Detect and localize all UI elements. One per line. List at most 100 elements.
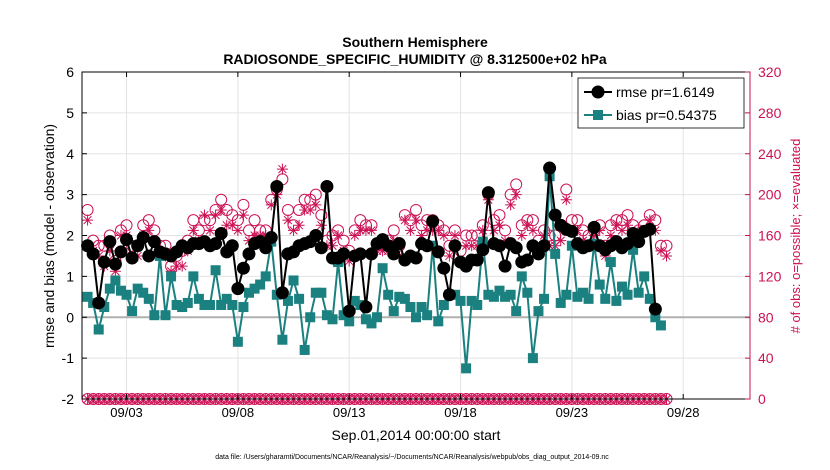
evaluated-point bbox=[237, 209, 249, 221]
x-tick-label: 09/28 bbox=[667, 405, 700, 420]
rmse-point bbox=[442, 288, 456, 302]
evaluated-point bbox=[226, 219, 238, 231]
bias-point bbox=[160, 310, 171, 321]
rmse-point bbox=[648, 302, 662, 316]
bias-point bbox=[561, 289, 572, 300]
y-tick-label: -1 bbox=[62, 350, 75, 366]
rmse-point bbox=[97, 255, 111, 269]
bias-point bbox=[210, 265, 221, 276]
evaluated-point bbox=[249, 230, 261, 241]
bias-point bbox=[93, 324, 104, 335]
rmse-point bbox=[537, 239, 551, 253]
bias-point bbox=[633, 287, 644, 298]
evaluated-point bbox=[215, 204, 227, 216]
rmse-point bbox=[92, 296, 106, 310]
bias-point bbox=[494, 285, 505, 296]
rmse-point bbox=[309, 229, 323, 242]
bias-point bbox=[372, 312, 383, 323]
rmse-point bbox=[643, 222, 657, 236]
bias-point bbox=[550, 248, 561, 259]
y2-tick-label: 280 bbox=[758, 105, 782, 121]
bias-point bbox=[216, 299, 227, 310]
footer-note: data file: /Users/gharamti/Documents/NCA… bbox=[215, 454, 609, 461]
evaluated-point bbox=[354, 224, 366, 236]
rmse-point bbox=[437, 261, 451, 275]
rmse-point bbox=[493, 239, 506, 253]
evaluated-point bbox=[416, 230, 428, 241]
y-tick-label: 2 bbox=[66, 228, 74, 244]
rmse-point bbox=[231, 282, 245, 296]
evaluated-point bbox=[365, 224, 377, 236]
evaluated-point bbox=[404, 224, 416, 236]
y-tick-label: 6 bbox=[66, 64, 74, 80]
evaluated-point bbox=[104, 245, 116, 257]
rmse-point bbox=[476, 243, 490, 257]
x-axis-label: Sep.01,2014 00:00:00 start bbox=[332, 427, 501, 443]
evaluated-point bbox=[655, 245, 667, 257]
rmse-point bbox=[387, 247, 401, 261]
rmse-point bbox=[342, 304, 356, 318]
evaluated-point bbox=[432, 224, 444, 236]
evaluated-point bbox=[204, 224, 216, 236]
bias-point bbox=[555, 297, 566, 308]
chart-title: Southern Hemisphere bbox=[342, 34, 488, 50]
bias-point bbox=[655, 320, 666, 331]
bias-point bbox=[166, 271, 177, 282]
evaluated-point bbox=[588, 230, 600, 241]
legend-marker bbox=[593, 110, 603, 120]
legend-label: rmse pr=1.6149 bbox=[616, 84, 715, 100]
rmse-point bbox=[236, 261, 250, 275]
evaluated-point bbox=[516, 230, 528, 241]
y-tick-label: -2 bbox=[62, 391, 75, 407]
rmse-point bbox=[431, 245, 445, 259]
evaluated-point bbox=[510, 189, 522, 201]
evaluated-point bbox=[466, 240, 478, 252]
bias-point bbox=[82, 291, 93, 302]
evaluated-point bbox=[360, 224, 372, 236]
evaluated-point bbox=[299, 204, 311, 216]
evaluated-point bbox=[427, 224, 439, 236]
y-tick-label: 0 bbox=[66, 309, 74, 325]
rmse-point bbox=[582, 239, 596, 253]
evaluated-point bbox=[622, 219, 634, 231]
bias-point bbox=[438, 299, 449, 310]
rmse-point bbox=[225, 239, 239, 253]
bias-point bbox=[539, 293, 550, 304]
evaluated-point bbox=[210, 209, 222, 221]
bias-point bbox=[388, 306, 399, 317]
rmse-point bbox=[359, 300, 373, 314]
bias-point bbox=[461, 363, 472, 374]
bias-point bbox=[110, 275, 121, 286]
evaluated-point bbox=[221, 219, 233, 231]
rmse-point bbox=[448, 239, 462, 253]
bias-point bbox=[416, 302, 427, 313]
y2-tick-label: 200 bbox=[758, 187, 782, 203]
evaluated-point bbox=[449, 230, 461, 241]
bias-point bbox=[644, 293, 655, 304]
bias-point bbox=[377, 263, 388, 274]
bias-point bbox=[232, 336, 243, 347]
bias-point bbox=[344, 316, 355, 327]
rmse-point bbox=[142, 249, 156, 263]
evaluated-point bbox=[438, 230, 450, 241]
bias-point bbox=[193, 293, 204, 304]
rmse-point bbox=[426, 214, 440, 228]
y-axis-label: rmse and bias (model - observation) bbox=[41, 124, 57, 348]
bias-point bbox=[138, 287, 149, 298]
rmse-point bbox=[481, 186, 495, 200]
evaluated-point bbox=[143, 224, 155, 236]
evaluated-point bbox=[560, 194, 572, 206]
bias-point bbox=[472, 299, 483, 310]
evaluated-point bbox=[399, 214, 411, 226]
rmse-point bbox=[565, 224, 579, 238]
y2-tick-label: 240 bbox=[758, 146, 782, 162]
evaluated-point bbox=[605, 230, 617, 241]
bias-point bbox=[227, 299, 238, 310]
bias-point bbox=[188, 271, 199, 282]
x-tick-label: 09/13 bbox=[333, 405, 366, 420]
bias-point bbox=[149, 310, 160, 321]
bias-point bbox=[527, 353, 538, 364]
y-tick-label: 1 bbox=[66, 268, 74, 284]
evaluated-point bbox=[410, 214, 422, 226]
bias-point bbox=[205, 299, 216, 310]
